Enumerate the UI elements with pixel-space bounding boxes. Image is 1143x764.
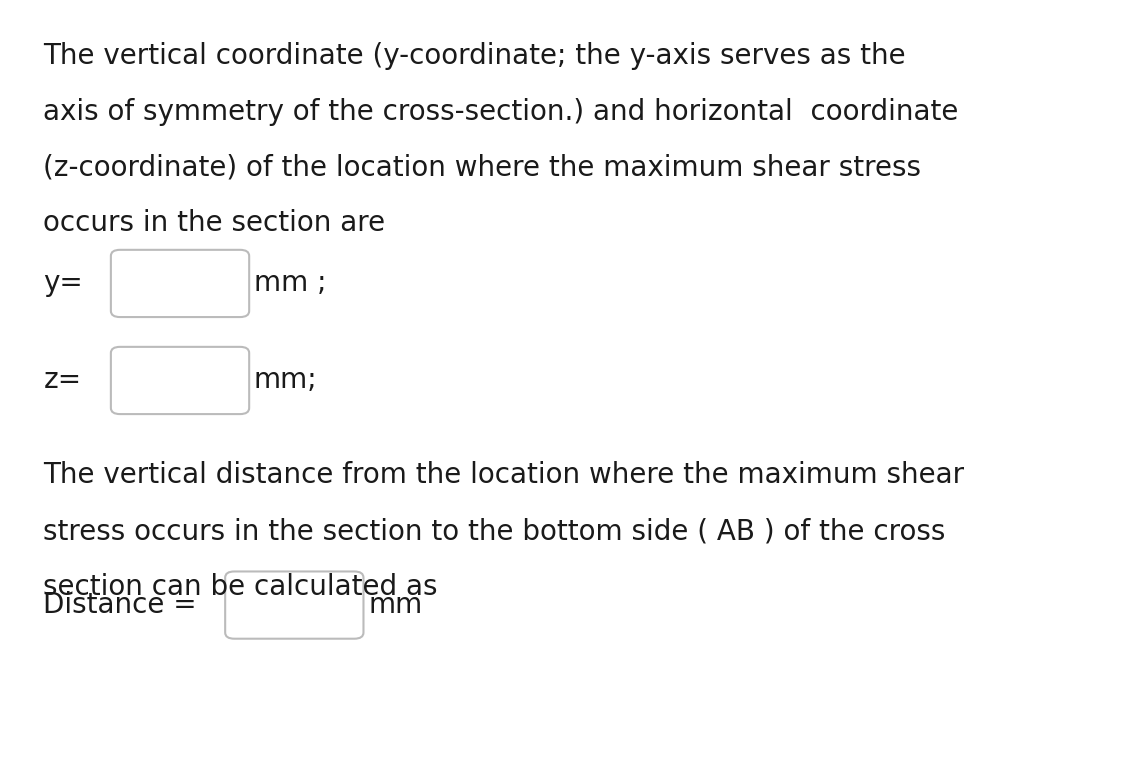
Text: z=: z= bbox=[43, 367, 81, 394]
Text: Distance =: Distance = bbox=[43, 591, 197, 619]
Text: (z-coordinate) of the location where the maximum shear stress: (z-coordinate) of the location where the… bbox=[43, 154, 921, 182]
Text: occurs in the section are: occurs in the section are bbox=[43, 209, 385, 238]
Text: stress occurs in the section to the bottom side ( AB ) of the cross: stress occurs in the section to the bott… bbox=[43, 517, 945, 545]
Text: y=: y= bbox=[43, 270, 83, 297]
Text: The vertical coordinate (y-coordinate; the y-axis serves as the: The vertical coordinate (y-coordinate; t… bbox=[43, 42, 906, 70]
FancyBboxPatch shape bbox=[111, 347, 249, 414]
FancyBboxPatch shape bbox=[225, 571, 363, 639]
Text: section can be calculated as: section can be calculated as bbox=[43, 573, 438, 601]
Text: mm;: mm; bbox=[254, 367, 318, 394]
Text: mm: mm bbox=[368, 591, 422, 619]
Text: mm ;: mm ; bbox=[254, 270, 326, 297]
FancyBboxPatch shape bbox=[111, 250, 249, 317]
Text: axis of symmetry of the cross-section.) and horizontal  coordinate: axis of symmetry of the cross-section.) … bbox=[43, 98, 959, 126]
Text: The vertical distance from the location where the maximum shear: The vertical distance from the location … bbox=[43, 461, 965, 490]
